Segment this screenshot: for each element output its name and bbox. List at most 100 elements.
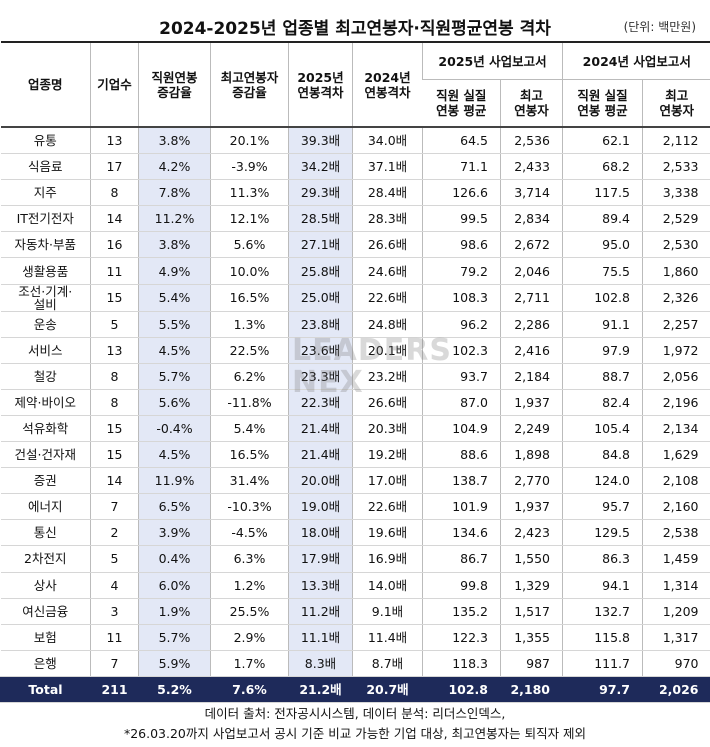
table-cell: 104.9 xyxy=(422,415,501,443)
table-body: 유통 13 3.8% 20.1% 39.3배 34.0배 64.5 2,536 62.1 2,11… xyxy=(0,127,710,703)
total-cell: 211 xyxy=(90,676,139,703)
column-header: 직원 실질 연봉 평균 xyxy=(562,79,643,127)
table-cell: 22.6배 xyxy=(352,493,423,521)
table-cell: 20.1배 xyxy=(352,337,423,364)
table-cell: 8 xyxy=(90,389,139,416)
table-cell: 129.5 xyxy=(562,519,643,547)
table-cell: 1,355 xyxy=(500,624,563,651)
table-cell: 조선·기계· 설비 xyxy=(0,284,91,312)
table-row: 조선·기계· 설비 15 5.4% 16.5% 25.0배 22.6배 108.3 2,711… xyxy=(0,284,710,312)
table-cell: 124.0 xyxy=(562,467,643,495)
table-cell: 11 xyxy=(90,624,139,651)
table-cell: 3.8% xyxy=(138,231,211,259)
total-cell: 97.7 xyxy=(562,676,643,703)
table-cell: 5.7% xyxy=(138,363,211,390)
table-cell: 1,209 xyxy=(642,598,710,625)
table-cell: 82.4 xyxy=(562,389,643,416)
table-cell: 17.9배 xyxy=(288,545,353,573)
table-cell: 102.3 xyxy=(422,337,501,364)
table-cell: 10.0% xyxy=(210,257,289,285)
table-cell: 증권 xyxy=(0,467,91,495)
table-cell: 건설·건자재 xyxy=(0,441,91,469)
table-cell: 1,317 xyxy=(642,624,710,651)
total-cell: 2,026 xyxy=(642,676,710,703)
total-cell: 102.8 xyxy=(422,676,501,703)
total-cell: 20.7배 xyxy=(352,676,423,703)
table-cell: 9.1배 xyxy=(352,598,423,625)
column-header: 업종명 xyxy=(27,77,63,92)
table-cell: 상사 xyxy=(0,572,91,599)
table-cell: 5.4% xyxy=(210,415,289,443)
table-cell: 5.7% xyxy=(138,624,211,651)
table-cell: 4 xyxy=(90,572,139,599)
watermark: LEADERS NEX xyxy=(292,335,452,399)
table-cell: 26.6배 xyxy=(352,389,423,416)
table-cell: 통신 xyxy=(0,519,91,547)
table-cell: 94.1 xyxy=(562,572,643,599)
table-cell: 11.2배 xyxy=(288,598,353,625)
total-cell: Total xyxy=(0,676,91,703)
table-cell: 5.4% xyxy=(138,284,211,312)
table-cell: 115.8 xyxy=(562,624,643,651)
table-cell: 28.5배 xyxy=(288,205,353,233)
table-cell: 운송 xyxy=(0,311,91,338)
table-cell: 2,672 xyxy=(500,231,563,259)
table-row: 석유화학 15 -0.4% 5.4% 21.4배 20.3배 104.9 2,249 105.4… xyxy=(0,415,710,443)
table-cell: 132.7 xyxy=(562,598,643,625)
table-row: 자동차·부품 16 3.8% 5.6% 27.1배 26.6배 98.6 2,672 95.0 2… xyxy=(0,231,710,259)
total-row: Total 211 5.2% 7.6% 21.2배 20.7배 102.8 2,180 97.7… xyxy=(0,676,710,703)
table-cell: 118.3 xyxy=(422,650,501,677)
table-cell: 2,046 xyxy=(500,257,563,285)
table-cell: 2,249 xyxy=(500,415,563,443)
table-cell: 생활용품 xyxy=(0,257,91,285)
table-cell: 17 xyxy=(90,153,139,181)
column-header: 2024년 연봉격차 xyxy=(352,42,423,127)
table-cell: 134.6 xyxy=(422,519,501,547)
table-cell: 에너지 xyxy=(0,493,91,521)
table-cell: -3.9% xyxy=(210,153,289,181)
table-cell: 2,134 xyxy=(642,415,710,443)
table-cell: 5.9% xyxy=(138,650,211,677)
table-cell: 15 xyxy=(90,415,139,443)
table-cell: 서비스 xyxy=(0,337,91,364)
table-cell: 2,711 xyxy=(500,284,563,312)
table-cell: 18.0배 xyxy=(288,519,353,547)
table-cell: 34.2배 xyxy=(288,153,353,181)
table-cell: -0.4% xyxy=(138,415,211,443)
table-cell: 5.6% xyxy=(210,231,289,259)
table-cell: 4.2% xyxy=(138,153,211,181)
table-cell: 23.2배 xyxy=(352,363,423,390)
table-cell: 11.3% xyxy=(210,179,289,207)
column-header: 기업수 xyxy=(90,42,139,127)
table-row: 증권 14 11.9% 31.4% 20.0배 17.0배 138.7 2,770 124.0 2… xyxy=(0,467,710,495)
table-cell: 19.2배 xyxy=(352,441,423,469)
table-cell: 88.7 xyxy=(562,363,643,390)
table-cell: 95.0 xyxy=(562,231,643,259)
table-cell: 8.7배 xyxy=(352,650,423,677)
data-table: 업종명 기업수 직원연봉 증감율 최고연봉자 증감율 2025년 연봉격차 2024년 연… xyxy=(0,41,710,703)
table-cell: 8 xyxy=(90,363,139,390)
table-cell: 15 xyxy=(90,284,139,312)
table-cell: 1.7% xyxy=(210,650,289,677)
table-cell: 1,459 xyxy=(642,545,710,573)
table-cell: 2,529 xyxy=(642,205,710,233)
table-cell: 97.9 xyxy=(562,337,643,364)
table-row: 은행 7 5.9% 1.7% 8.3배 8.7배 118.3 987 111.7 970 xyxy=(0,650,710,677)
table-cell: 23.8배 xyxy=(288,311,353,338)
table-cell: 87.0 xyxy=(422,389,501,416)
table-cell: 5 xyxy=(90,545,139,573)
table-cell: 0.4% xyxy=(138,545,211,573)
header-row: 업종명 기업수 직원연봉 증감율 최고연봉자 증감율 2025년 연봉격차 2024년 연… xyxy=(1,42,710,127)
total-cell: 2,180 xyxy=(500,676,563,703)
table-cell: 자동차·부품 xyxy=(0,231,91,259)
column-header: 최고 연봉자 xyxy=(642,79,710,127)
table-cell: 22.5% xyxy=(210,337,289,364)
table-cell: 26.6배 xyxy=(352,231,423,259)
table-cell: 2,112 xyxy=(642,127,710,155)
table-cell: 3.9% xyxy=(138,519,211,547)
table-cell: 22.3배 xyxy=(288,389,353,416)
table-cell: 12.1% xyxy=(210,205,289,233)
table-cell: 2,184 xyxy=(500,363,563,390)
table-cell: IT전기전자 xyxy=(0,205,91,233)
table-cell: 93.7 xyxy=(422,363,501,390)
